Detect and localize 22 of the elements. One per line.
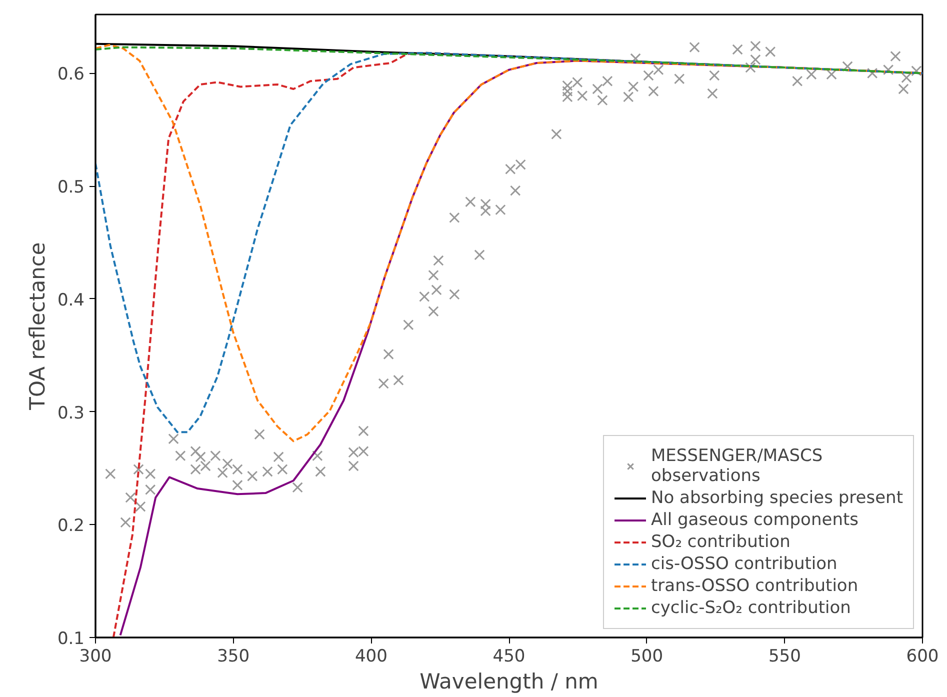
legend-label: MESSENGER/MASCS observations <box>651 446 823 486</box>
y-tick-label: 0.5 <box>57 178 85 198</box>
x-axis-title: Wavelength / nm <box>420 670 598 694</box>
legend-label: cyclic-S₂O₂ contribution <box>651 598 851 618</box>
legend-label: trans-OSSO contribution <box>651 576 858 596</box>
legend-label: All gaseous components <box>651 510 858 530</box>
legend-label: No absorbing species present <box>651 488 903 508</box>
x-tick-label: 450 <box>492 646 526 666</box>
x-tick-label: 550 <box>768 646 801 666</box>
y-axis-title: TOA reflectance <box>25 242 50 411</box>
y-tick-label: 0.6 <box>57 64 85 85</box>
x-tick-label: 600 <box>906 646 939 666</box>
y-tick-label: 0.2 <box>57 516 85 536</box>
legend-label: cis-OSSO contribution <box>651 554 838 574</box>
x-tick-label: 400 <box>354 646 388 666</box>
x-tick-label: 350 <box>217 646 250 666</box>
legend-label: SO₂ contribution <box>651 532 790 552</box>
y-tick-label: 0.4 <box>57 290 85 310</box>
y-tick-label: 0.1 <box>57 629 85 649</box>
x-tick-label: 300 <box>79 646 112 666</box>
y-tick-label: 0.3 <box>57 403 85 424</box>
x-tick-label: 500 <box>630 646 664 666</box>
